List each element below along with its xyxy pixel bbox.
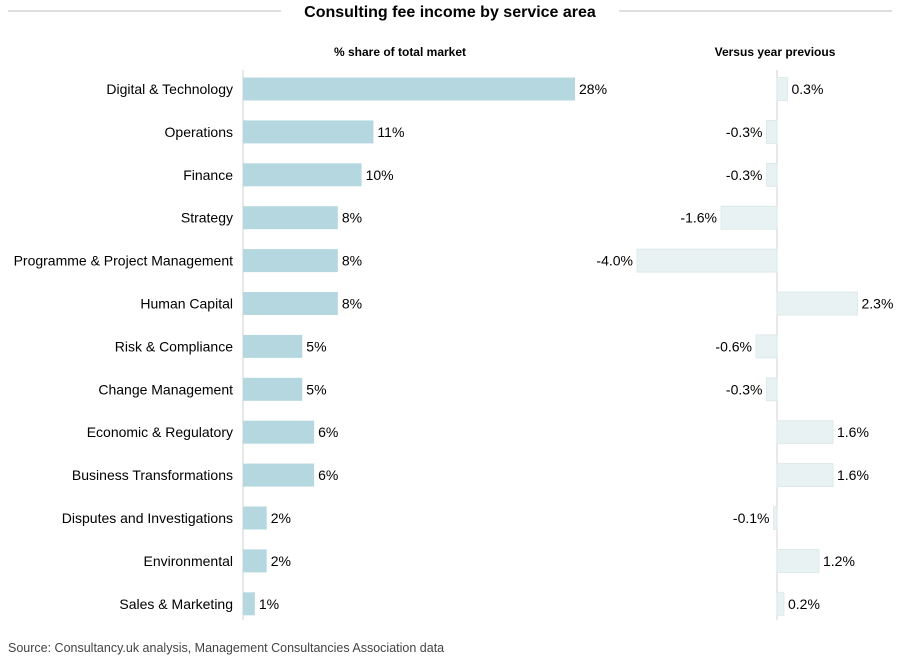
change-value-label-human-capital: 2.3%	[862, 296, 894, 312]
share-bar-strategy	[243, 206, 338, 230]
share-panel-subtitle: % share of total market	[334, 45, 466, 59]
category-label-digital-technology: Digital & Technology	[106, 81, 233, 97]
share-bar-finance	[243, 163, 362, 187]
share-value-label-digital-technology: 28%	[579, 81, 607, 97]
category-label-environmental: Environmental	[144, 553, 234, 569]
category-label-business-transformations: Business Transformations	[72, 467, 233, 483]
change-bar-risk-compliance	[755, 334, 778, 359]
share-bar-business-transformations	[243, 463, 315, 487]
change-value-label-sales-marketing: 0.2%	[788, 596, 820, 612]
share-value-label-business-transformations: 6%	[318, 467, 338, 483]
category-label-programme-project-management: Programme & Project Management	[14, 253, 234, 269]
share-bar-operations	[243, 120, 374, 144]
change-value-label-strategy: -1.6%	[680, 210, 717, 226]
change-bar-programme-project-management	[636, 248, 778, 273]
share-value-label-economic-regulatory: 6%	[318, 424, 338, 440]
bars-layer: Digital & Technology 28% 0.3% Operations 11%…	[14, 77, 894, 616]
change-value-label-business-transformations: 1.6%	[837, 467, 869, 483]
change-value-label-environmental: 1.2%	[823, 553, 855, 569]
category-label-change-management: Change Management	[98, 381, 233, 397]
change-bar-economic-regulatory	[776, 420, 834, 445]
change-bar-strategy	[720, 205, 778, 230]
share-value-label-human-capital: 8%	[342, 296, 362, 312]
share-value-label-environmental: 2%	[271, 553, 291, 569]
share-value-label-risk-compliance: 5%	[306, 338, 326, 354]
category-label-sales-marketing: Sales & Marketing	[119, 596, 233, 612]
share-bar-digital-technology	[243, 77, 575, 101]
chart-title: Consulting fee income by service area	[304, 4, 596, 21]
share-bar-risk-compliance	[243, 334, 303, 358]
share-bar-programme-project-management	[243, 249, 338, 273]
change-value-label-risk-compliance: -0.6%	[715, 338, 752, 354]
change-value-label-finance: -0.3%	[726, 167, 763, 183]
category-label-human-capital: Human Capital	[140, 296, 233, 312]
change-bar-environmental	[776, 549, 820, 573]
share-bar-change-management	[243, 377, 303, 401]
change-bar-operations	[766, 120, 778, 144]
change-panel-subtitle: Versus year previous	[715, 45, 836, 59]
change-bar-digital-technology	[776, 77, 788, 101]
category-label-strategy: Strategy	[181, 210, 233, 226]
share-bar-disputes-and-investigations	[243, 506, 267, 530]
change-bar-human-capital	[776, 291, 858, 316]
change-value-label-change-management: -0.3%	[726, 381, 763, 397]
share-bar-human-capital	[243, 292, 338, 315]
change-bar-finance	[766, 162, 778, 187]
share-value-label-strategy: 8%	[342, 210, 362, 226]
category-label-finance: Finance	[183, 167, 233, 183]
share-value-label-finance: 10%	[366, 167, 394, 183]
share-bar-sales-marketing	[243, 592, 255, 616]
change-value-label-disputes-and-investigations: -0.1%	[733, 510, 770, 526]
share-bar-economic-regulatory	[243, 420, 315, 444]
change-bar-disputes-and-investigations	[773, 506, 778, 530]
change-bar-change-management	[766, 377, 778, 402]
category-label-disputes-and-investigations: Disputes and Investigations	[62, 510, 233, 526]
share-bar-environmental	[243, 549, 267, 573]
change-value-label-digital-technology: 0.3%	[792, 81, 824, 97]
change-bar-sales-marketing	[776, 591, 785, 616]
source-note: Source: Consultancy.uk analysis, Managem…	[8, 641, 444, 655]
change-bar-business-transformations	[776, 463, 834, 488]
category-label-risk-compliance: Risk & Compliance	[115, 338, 233, 354]
share-value-label-operations: 11%	[377, 124, 404, 140]
category-label-operations: Operations	[165, 124, 233, 140]
share-value-label-sales-marketing: 1%	[259, 596, 279, 612]
share-value-label-programme-project-management: 8%	[342, 253, 362, 269]
change-value-label-operations: -0.3%	[726, 124, 763, 140]
category-label-economic-regulatory: Economic & Regulatory	[87, 424, 233, 440]
change-value-label-programme-project-management: -4.0%	[596, 253, 633, 269]
share-value-label-disputes-and-investigations: 2%	[271, 510, 291, 526]
change-value-label-economic-regulatory: 1.6%	[837, 424, 869, 440]
share-value-label-change-management: 5%	[306, 381, 326, 397]
